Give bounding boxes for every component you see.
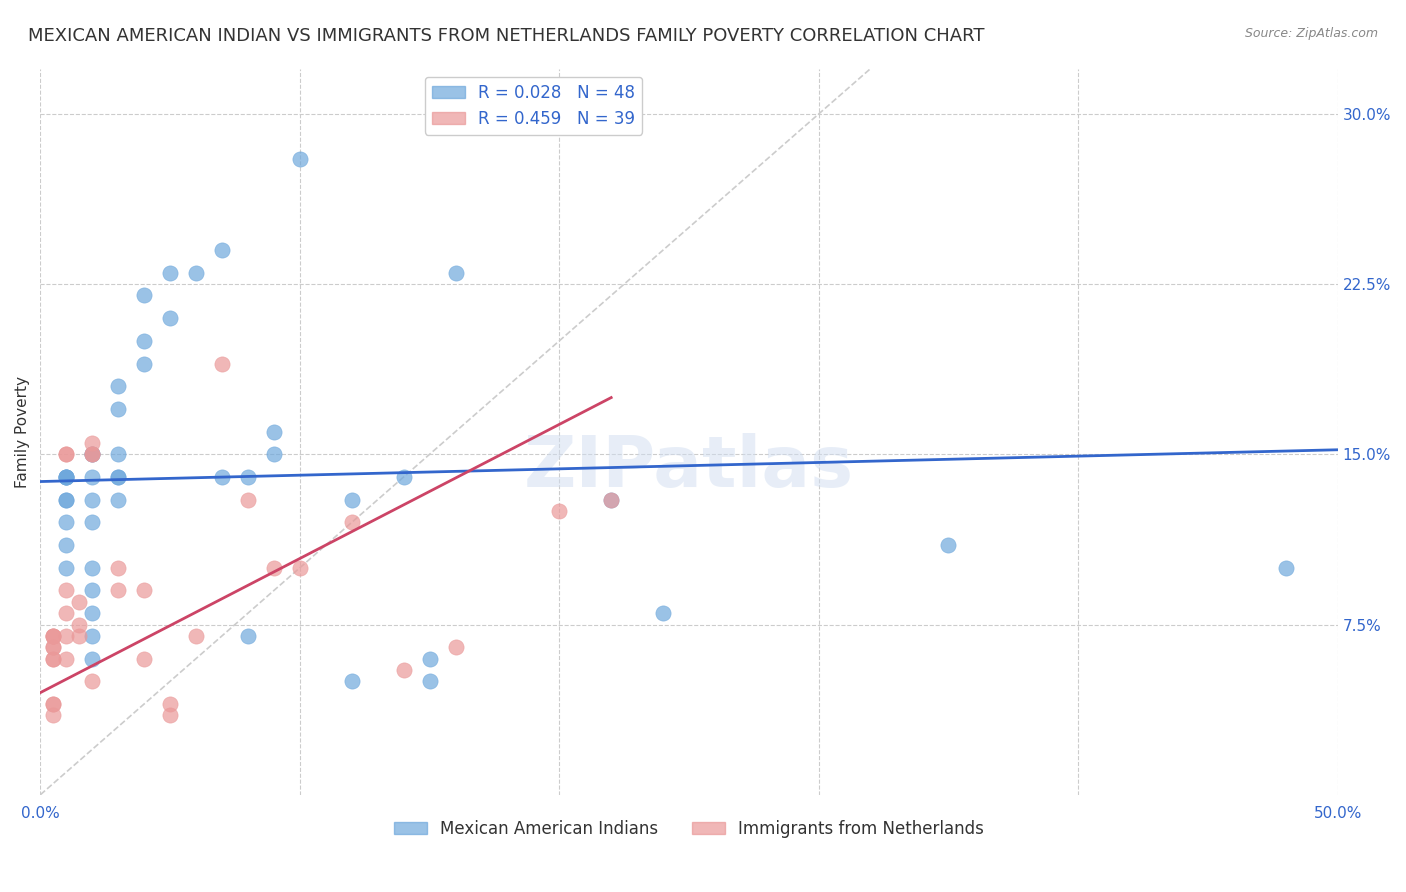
Point — [340, 674, 363, 689]
Point — [42, 708, 65, 723]
Point — [82, 447, 104, 461]
Point — [82, 674, 104, 689]
Point — [42, 697, 65, 711]
Point — [288, 153, 311, 167]
Point — [159, 266, 181, 280]
Point — [82, 447, 104, 461]
Point — [652, 606, 675, 620]
Point — [236, 629, 259, 643]
Point — [159, 708, 181, 723]
Point — [55, 516, 77, 530]
Point — [55, 447, 77, 461]
Point — [107, 470, 129, 484]
Point — [159, 697, 181, 711]
Point — [444, 266, 467, 280]
Point — [82, 447, 104, 461]
Point — [419, 674, 441, 689]
Point — [55, 470, 77, 484]
Point — [184, 629, 207, 643]
Point — [236, 470, 259, 484]
Point — [55, 492, 77, 507]
Point — [236, 492, 259, 507]
Point — [55, 538, 77, 552]
Point — [42, 697, 65, 711]
Point — [55, 629, 77, 643]
Point — [82, 606, 104, 620]
Point — [55, 561, 77, 575]
Point — [134, 651, 156, 665]
Point — [55, 470, 77, 484]
Y-axis label: Family Poverty: Family Poverty — [15, 376, 30, 488]
Point — [263, 447, 285, 461]
Point — [82, 651, 104, 665]
Point — [600, 492, 623, 507]
Point — [419, 651, 441, 665]
Point — [107, 561, 129, 575]
Point — [42, 640, 65, 655]
Point — [211, 357, 233, 371]
Point — [134, 583, 156, 598]
Point — [211, 470, 233, 484]
Point — [67, 617, 90, 632]
Point — [134, 288, 156, 302]
Point — [288, 561, 311, 575]
Point — [67, 595, 90, 609]
Point — [340, 492, 363, 507]
Point — [107, 470, 129, 484]
Point — [55, 492, 77, 507]
Point — [184, 266, 207, 280]
Point — [600, 492, 623, 507]
Point — [938, 538, 960, 552]
Point — [134, 357, 156, 371]
Point — [82, 516, 104, 530]
Point — [82, 629, 104, 643]
Point — [42, 640, 65, 655]
Point — [82, 470, 104, 484]
Point — [82, 447, 104, 461]
Text: MEXICAN AMERICAN INDIAN VS IMMIGRANTS FROM NETHERLANDS FAMILY POVERTY CORRELATIO: MEXICAN AMERICAN INDIAN VS IMMIGRANTS FR… — [28, 27, 984, 45]
Point — [55, 651, 77, 665]
Point — [392, 470, 415, 484]
Point — [392, 663, 415, 677]
Point — [548, 504, 571, 518]
Point — [42, 629, 65, 643]
Point — [55, 447, 77, 461]
Point — [82, 492, 104, 507]
Point — [55, 470, 77, 484]
Point — [42, 651, 65, 665]
Point — [55, 606, 77, 620]
Point — [340, 516, 363, 530]
Point — [82, 436, 104, 450]
Point — [67, 629, 90, 643]
Point — [82, 583, 104, 598]
Point — [107, 492, 129, 507]
Point — [107, 583, 129, 598]
Point — [42, 629, 65, 643]
Point — [263, 425, 285, 439]
Point — [42, 629, 65, 643]
Point — [107, 447, 129, 461]
Point — [159, 311, 181, 326]
Point — [211, 243, 233, 257]
Text: Source: ZipAtlas.com: Source: ZipAtlas.com — [1244, 27, 1378, 40]
Point — [263, 561, 285, 575]
Point — [55, 470, 77, 484]
Point — [134, 334, 156, 348]
Point — [55, 583, 77, 598]
Point — [444, 640, 467, 655]
Point — [82, 561, 104, 575]
Point — [107, 401, 129, 416]
Point — [42, 651, 65, 665]
Text: ZIPatlas: ZIPatlas — [524, 434, 853, 502]
Point — [1274, 561, 1296, 575]
Legend: Mexican American Indians, Immigrants from Netherlands: Mexican American Indians, Immigrants fro… — [387, 814, 991, 845]
Point — [107, 379, 129, 393]
